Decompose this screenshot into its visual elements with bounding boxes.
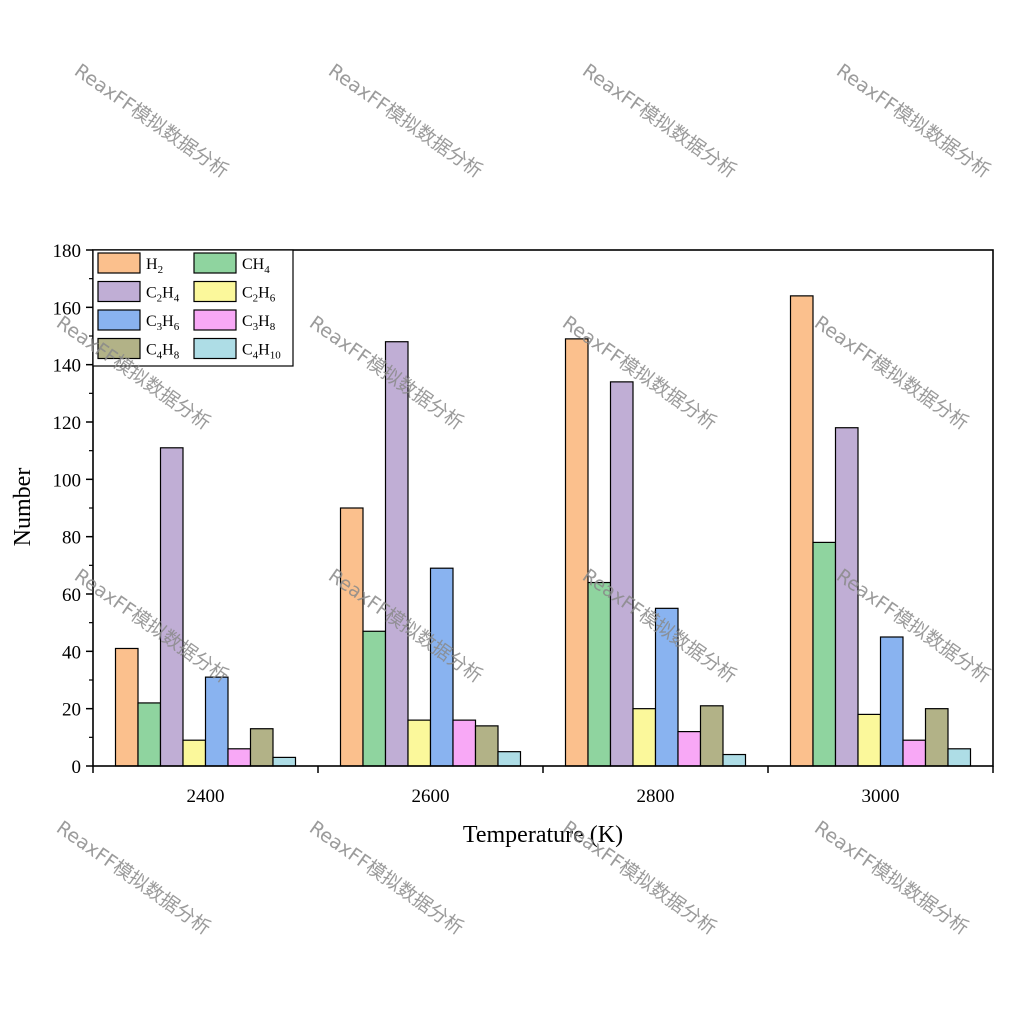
watermark-text: ReaxFF模拟数据分析 [578,60,740,183]
bar-h2-2600 [339,507,364,767]
y-tick-label: 160 [53,298,82,319]
bar-c4h10-3000 [947,748,972,767]
legend-label-c3h6: C3H6 [146,313,180,333]
y-tick-label: 180 [53,241,82,262]
legend-label-h2: H2 [146,256,163,276]
legend-swatch-c4h10 [193,337,237,360]
bar-c4h10-2400 [272,756,297,767]
watermark-text: ReaxFF模拟数据分析 [810,817,972,940]
bar-c2h6-2800 [632,708,657,767]
bar-c2h4-2800 [609,381,634,767]
bar-ch4-3000 [812,541,837,767]
watermark-text: ReaxFF模拟数据分析 [324,60,486,183]
y-tick-label: 100 [53,470,82,491]
watermark-text: ReaxFF模拟数据分析 [832,60,994,183]
bar-c4h8-3000 [924,708,949,767]
bar-ch4-2400 [137,702,162,767]
bar-h2-3000 [789,295,814,767]
x-tick-label-3000: 3000 [862,786,900,807]
y-tick-label: 40 [62,642,81,663]
bar-c2h6-2400 [182,739,207,767]
bar-c2h4-2400 [159,447,184,767]
legend-swatch-c4h8 [97,337,141,360]
bar-c4h8-2800 [699,705,724,767]
legend-swatch-ch4 [193,252,237,274]
bars-layer [114,295,972,767]
watermark-text: ReaxFF模拟数据分析 [70,60,232,183]
bar-c2h6-3000 [857,713,882,767]
watermark-text: ReaxFF模拟数据分析 [558,817,720,940]
bar-c3h8-2600 [452,719,477,767]
y-tick-label: 120 [53,413,82,434]
legend-label-c2h6: C2H6 [242,285,276,305]
bar-ch4-2800 [587,581,612,767]
legend-swatch-c3h8 [193,309,237,331]
bar-c2h6-2600 [407,719,432,767]
y-axis-label: Number [10,468,36,547]
y-tick-label: 80 [62,528,81,549]
bar-c2h4-2600 [384,341,409,767]
legend-swatch-c2h4 [97,280,141,303]
legend-label-c3h8: C3H8 [242,313,276,333]
bar-h2-2400 [114,647,139,767]
y-tick-label: 140 [53,356,82,377]
legend-label-ch4: CH4 [242,256,270,276]
legend-swatch-h2 [97,252,141,274]
bar-c3h8-3000 [902,739,927,767]
x-axis-label: Temperature (K) [463,822,623,848]
x-tick-label-2400: 2400 [187,786,225,807]
bar-c3h8-2800 [677,730,702,767]
bar-c4h10-2600 [497,751,522,767]
bar-c4h8-2600 [474,725,499,767]
bar-c3h6-3000 [879,636,904,767]
bar-c3h8-2400 [227,748,252,767]
bar-c3h6-2400 [204,676,229,767]
axes-layer: 0 20 40 60 80 100 120 140 160 180 2400 2600 2800 3000 [53,241,994,807]
y-tick-label: 0 [72,757,82,778]
bar-c4h10-2800 [722,753,747,767]
bar-c4h8-2400 [249,728,274,767]
y-tick-label: 20 [62,700,81,721]
legend-label-c4h10: C4H10 [242,342,281,362]
y-tick-label: 60 [62,585,81,606]
watermark-text: ReaxFF模拟数据分析 [52,817,214,940]
legend-swatch-c2h6 [193,280,237,303]
x-tick-label-2800: 2800 [637,786,675,807]
x-tick-label-2600: 2600 [412,786,450,807]
legend-swatch-c3h6 [97,309,141,331]
bar-h2-2800 [564,338,589,767]
bar-ch4-2600 [362,630,387,767]
watermark-text: ReaxFF模拟数据分析 [305,817,467,940]
legend-label-c2h4: C2H4 [146,285,180,305]
legend-label-c4h8: C4H8 [146,342,180,362]
legend: H2 CH4 C2H4 C2H6 C3H6 C3H8 C4H8 C4H10 [92,249,294,367]
